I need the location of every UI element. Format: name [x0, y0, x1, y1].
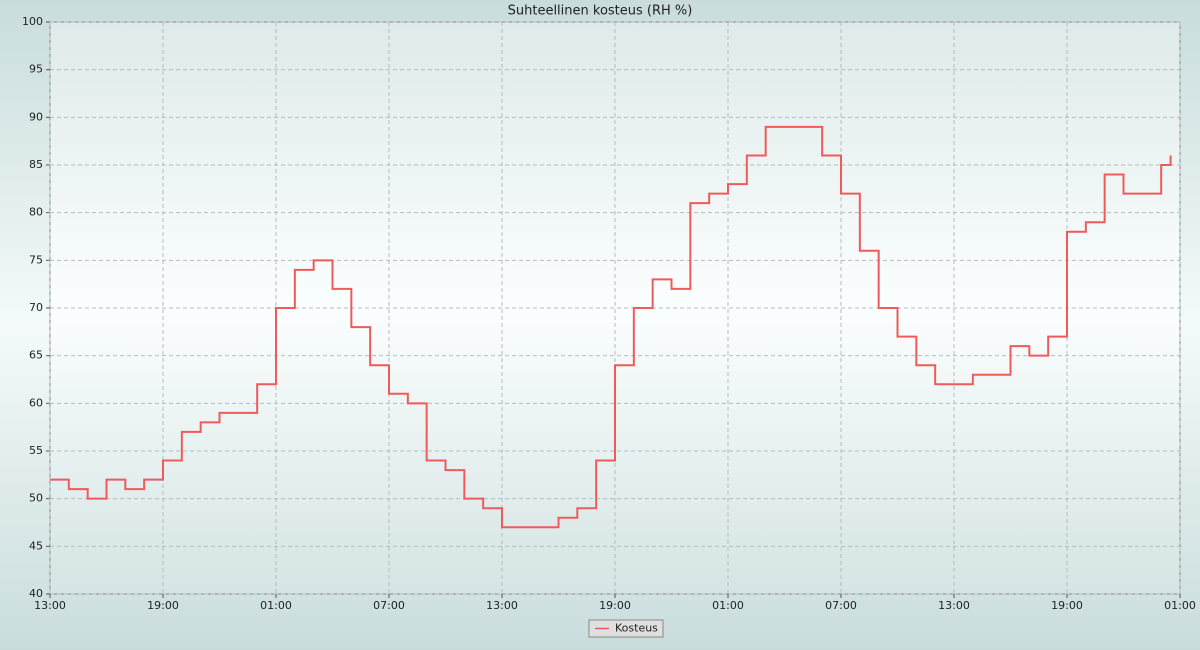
x-tick-label: 07:00 — [373, 599, 405, 612]
x-tick-label: 01:00 — [260, 599, 292, 612]
y-tick-label: 65 — [29, 349, 43, 362]
chart-title: Suhteellinen kosteus (RH %) — [508, 4, 693, 19]
y-tick-label: 50 — [29, 492, 43, 505]
x-tick-label: 01:00 — [1164, 599, 1196, 612]
y-tick-label: 95 — [29, 63, 43, 76]
x-tick-label: 19:00 — [1051, 599, 1083, 612]
x-tick-label: 19:00 — [147, 599, 179, 612]
x-tick-label: 13:00 — [34, 599, 66, 612]
y-tick-label: 40 — [29, 587, 43, 600]
y-tick-label: 80 — [29, 206, 43, 219]
y-tick-label: 85 — [29, 158, 43, 171]
x-tick-label: 13:00 — [486, 599, 518, 612]
legend-box — [588, 619, 664, 638]
data-line — [50, 125, 1172, 529]
x-tick-label: 19:00 — [599, 599, 631, 612]
y-tick-label: 55 — [29, 444, 43, 457]
x-tick-label: 01:00 — [712, 599, 744, 612]
y-tick-label: 90 — [29, 110, 43, 123]
y-tick-label: 45 — [29, 539, 43, 552]
y-tick-label: 100 — [22, 15, 43, 28]
y-tick-label: 70 — [29, 301, 43, 314]
x-tick-label: 07:00 — [825, 599, 857, 612]
x-tick-label: 13:00 — [938, 599, 970, 612]
legend-label: Kosteus — [615, 622, 658, 635]
y-tick-label: 60 — [29, 396, 43, 409]
y-tick-label: 75 — [29, 253, 43, 266]
